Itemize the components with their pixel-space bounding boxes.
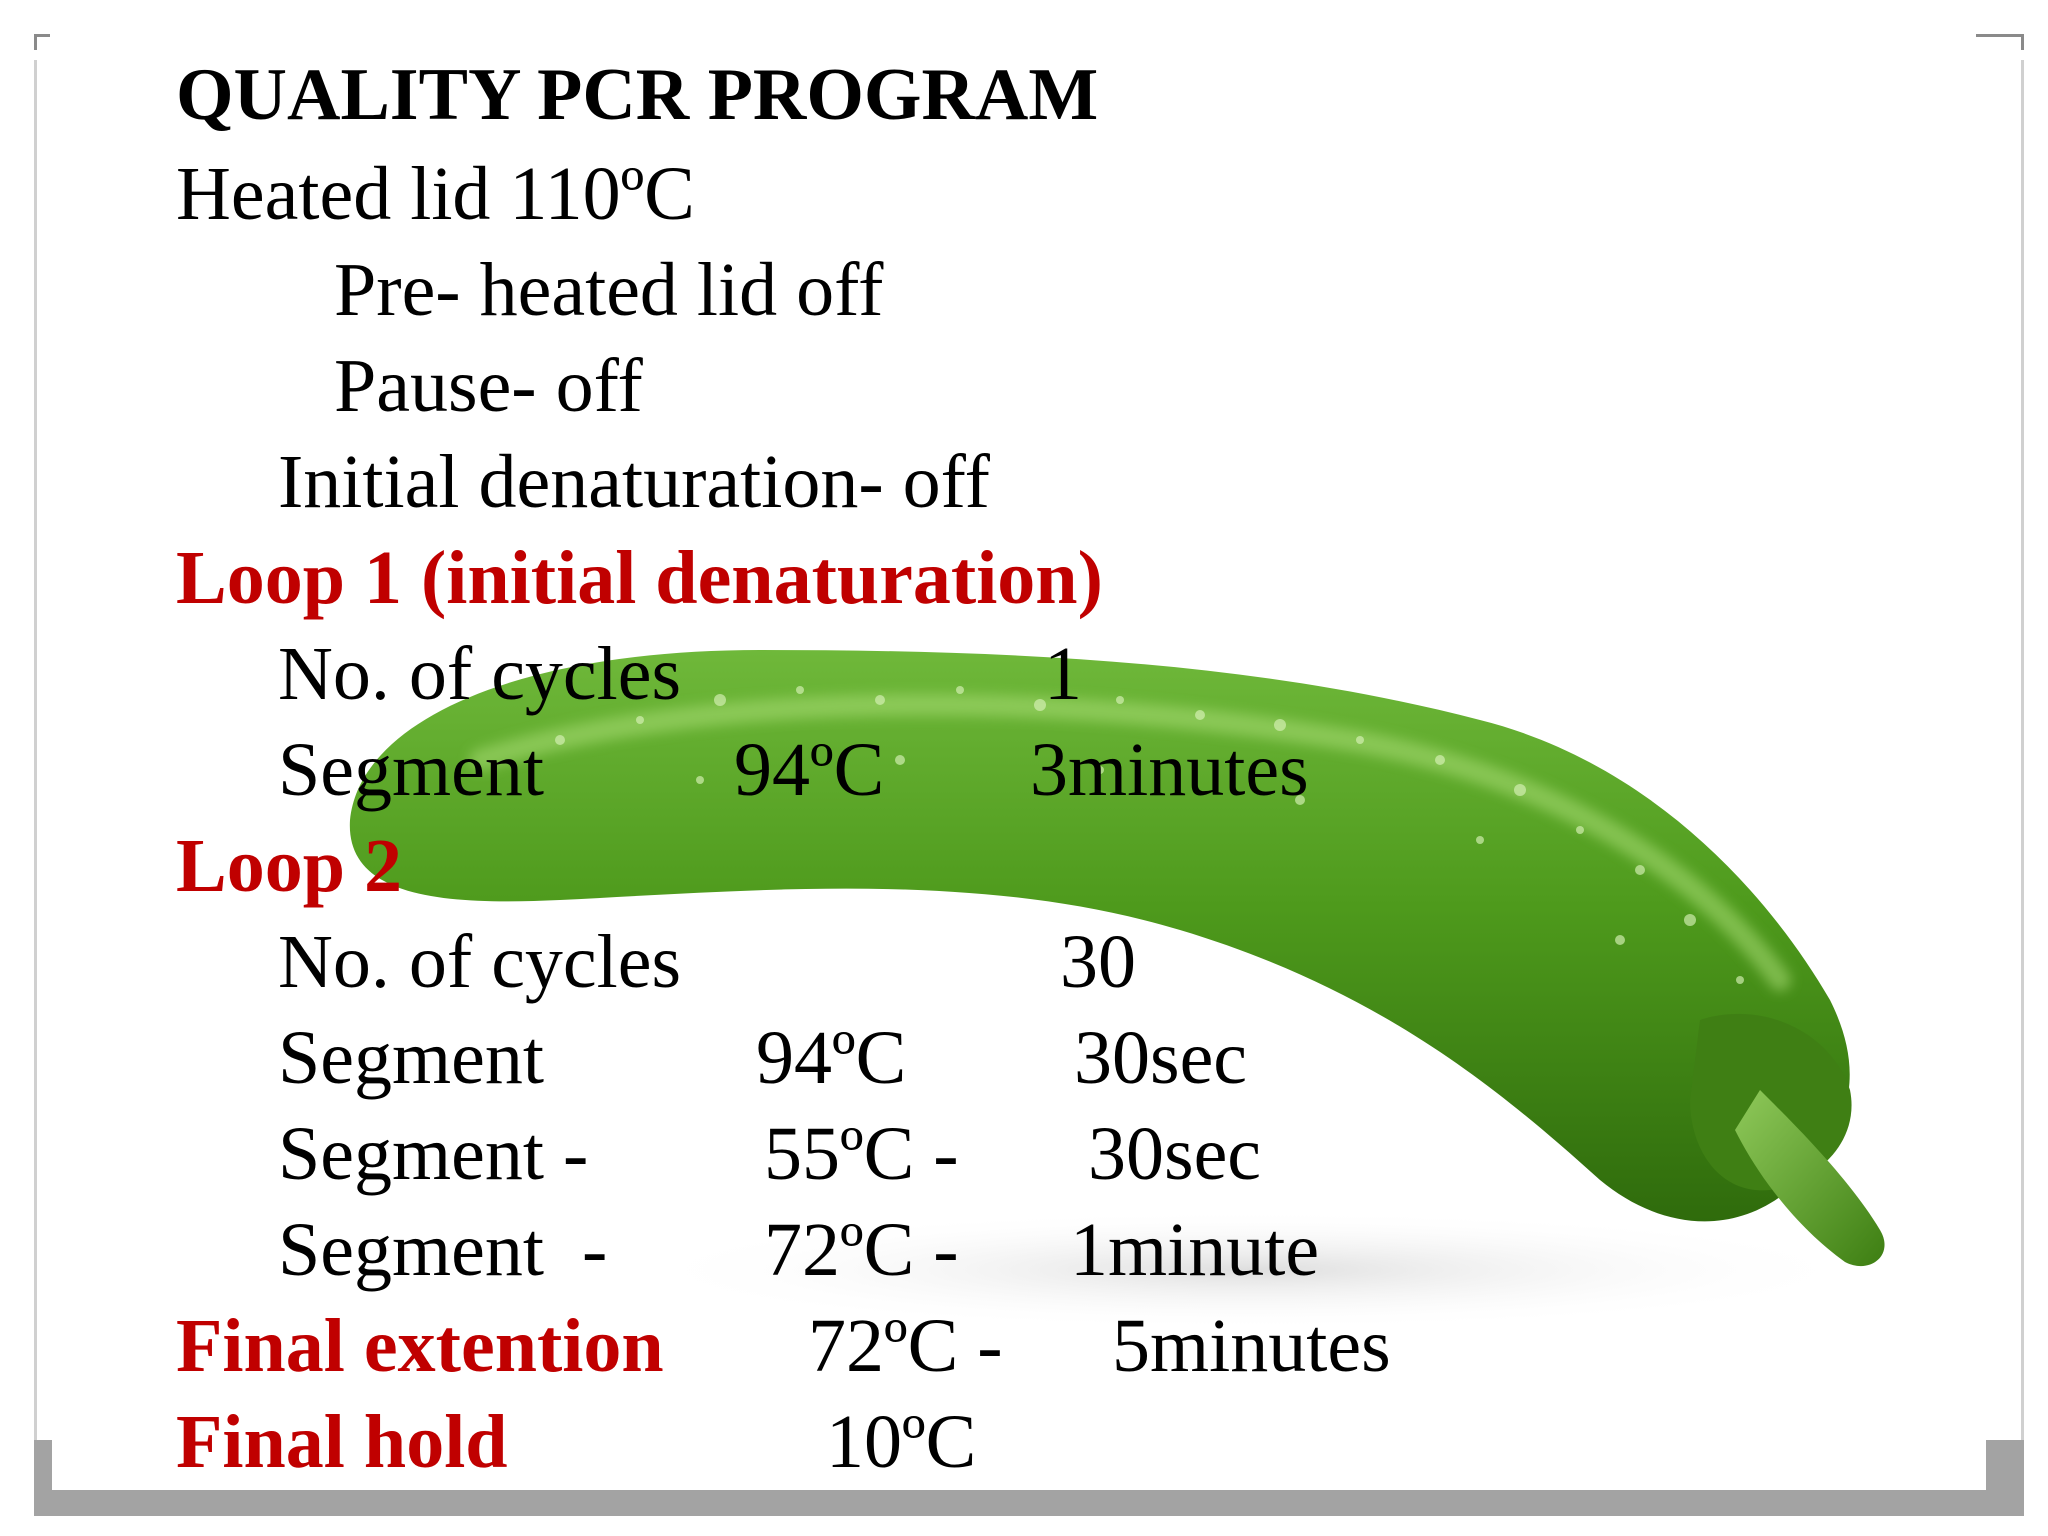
loop2-segment-2-label: Segment - <box>278 1112 589 1196</box>
pepper-stem <box>1735 1090 1885 1267</box>
frame-left-border <box>34 60 37 1508</box>
loop1-segment-time: 3minutes <box>1030 728 1309 812</box>
pepper-highlight <box>469 693 1791 991</box>
pepper-droplets <box>555 686 1765 1045</box>
pepper-body <box>349 650 1850 1222</box>
loop2-heading: Loop 2 <box>176 824 402 908</box>
loop1-segment-label: Segment <box>278 728 544 812</box>
loop2-cycles-label: No. of cycles <box>278 920 682 1004</box>
frame-bottom-right-notch <box>1986 1440 2024 1490</box>
final-hold-temp: 10ºC <box>826 1400 977 1484</box>
pause-text: Pause- off <box>334 344 643 428</box>
loop1-cycles-value: 1 <box>1044 632 1082 716</box>
loop2-segment-1-time: 30sec <box>1074 1016 1248 1100</box>
loop2-segment-3-label: Segment - <box>278 1208 608 1292</box>
final-extension-time: 5minutes <box>1112 1304 1391 1388</box>
final-extension-temp: 72ºC - <box>808 1304 1003 1388</box>
loop2-segment-2-temp: 55ºC - <box>764 1112 959 1196</box>
loop2-cycles-value: 30 <box>1060 920 1136 1004</box>
loop2-segment-3-temp: 72ºC - <box>764 1208 959 1292</box>
frame-bottom-left-notch <box>34 1440 52 1490</box>
final-extension-label: Final extention <box>176 1304 664 1388</box>
page-title: QUALITY PCR PROGRAM <box>176 54 1099 136</box>
final-hold-label: Final hold <box>176 1400 508 1484</box>
frame-corner-top-left-vertical <box>34 34 37 50</box>
frame-bottom-bar <box>34 1490 2024 1516</box>
loop1-segment-temp: 94ºC <box>734 728 885 812</box>
loop1-heading: Loop 1 (initial denaturation) <box>176 536 1103 620</box>
initial-denaturation-text: Initial denaturation- off <box>278 440 990 524</box>
pepper-shadow <box>630 1210 1870 1330</box>
loop2-segment-1-label: Segment <box>278 1016 544 1100</box>
loop2-segment-2-time: 30sec <box>1088 1112 1262 1196</box>
heated-lid-text: Heated lid 110ºC <box>176 152 695 236</box>
loop2-segment-3-time: 1minute <box>1070 1208 1320 1292</box>
frame-corner-top-right <box>1976 34 2024 37</box>
frame-corner-top-left <box>34 34 50 37</box>
loop1-cycles-label: No. of cycles <box>278 632 682 716</box>
loop2-segment-1-temp: 94ºC <box>756 1016 907 1100</box>
pre-heated-text: Pre- heated lid off <box>334 248 884 332</box>
frame-corner-top-right-vertical <box>2021 34 2024 50</box>
frame-right-border <box>2021 60 2024 1508</box>
